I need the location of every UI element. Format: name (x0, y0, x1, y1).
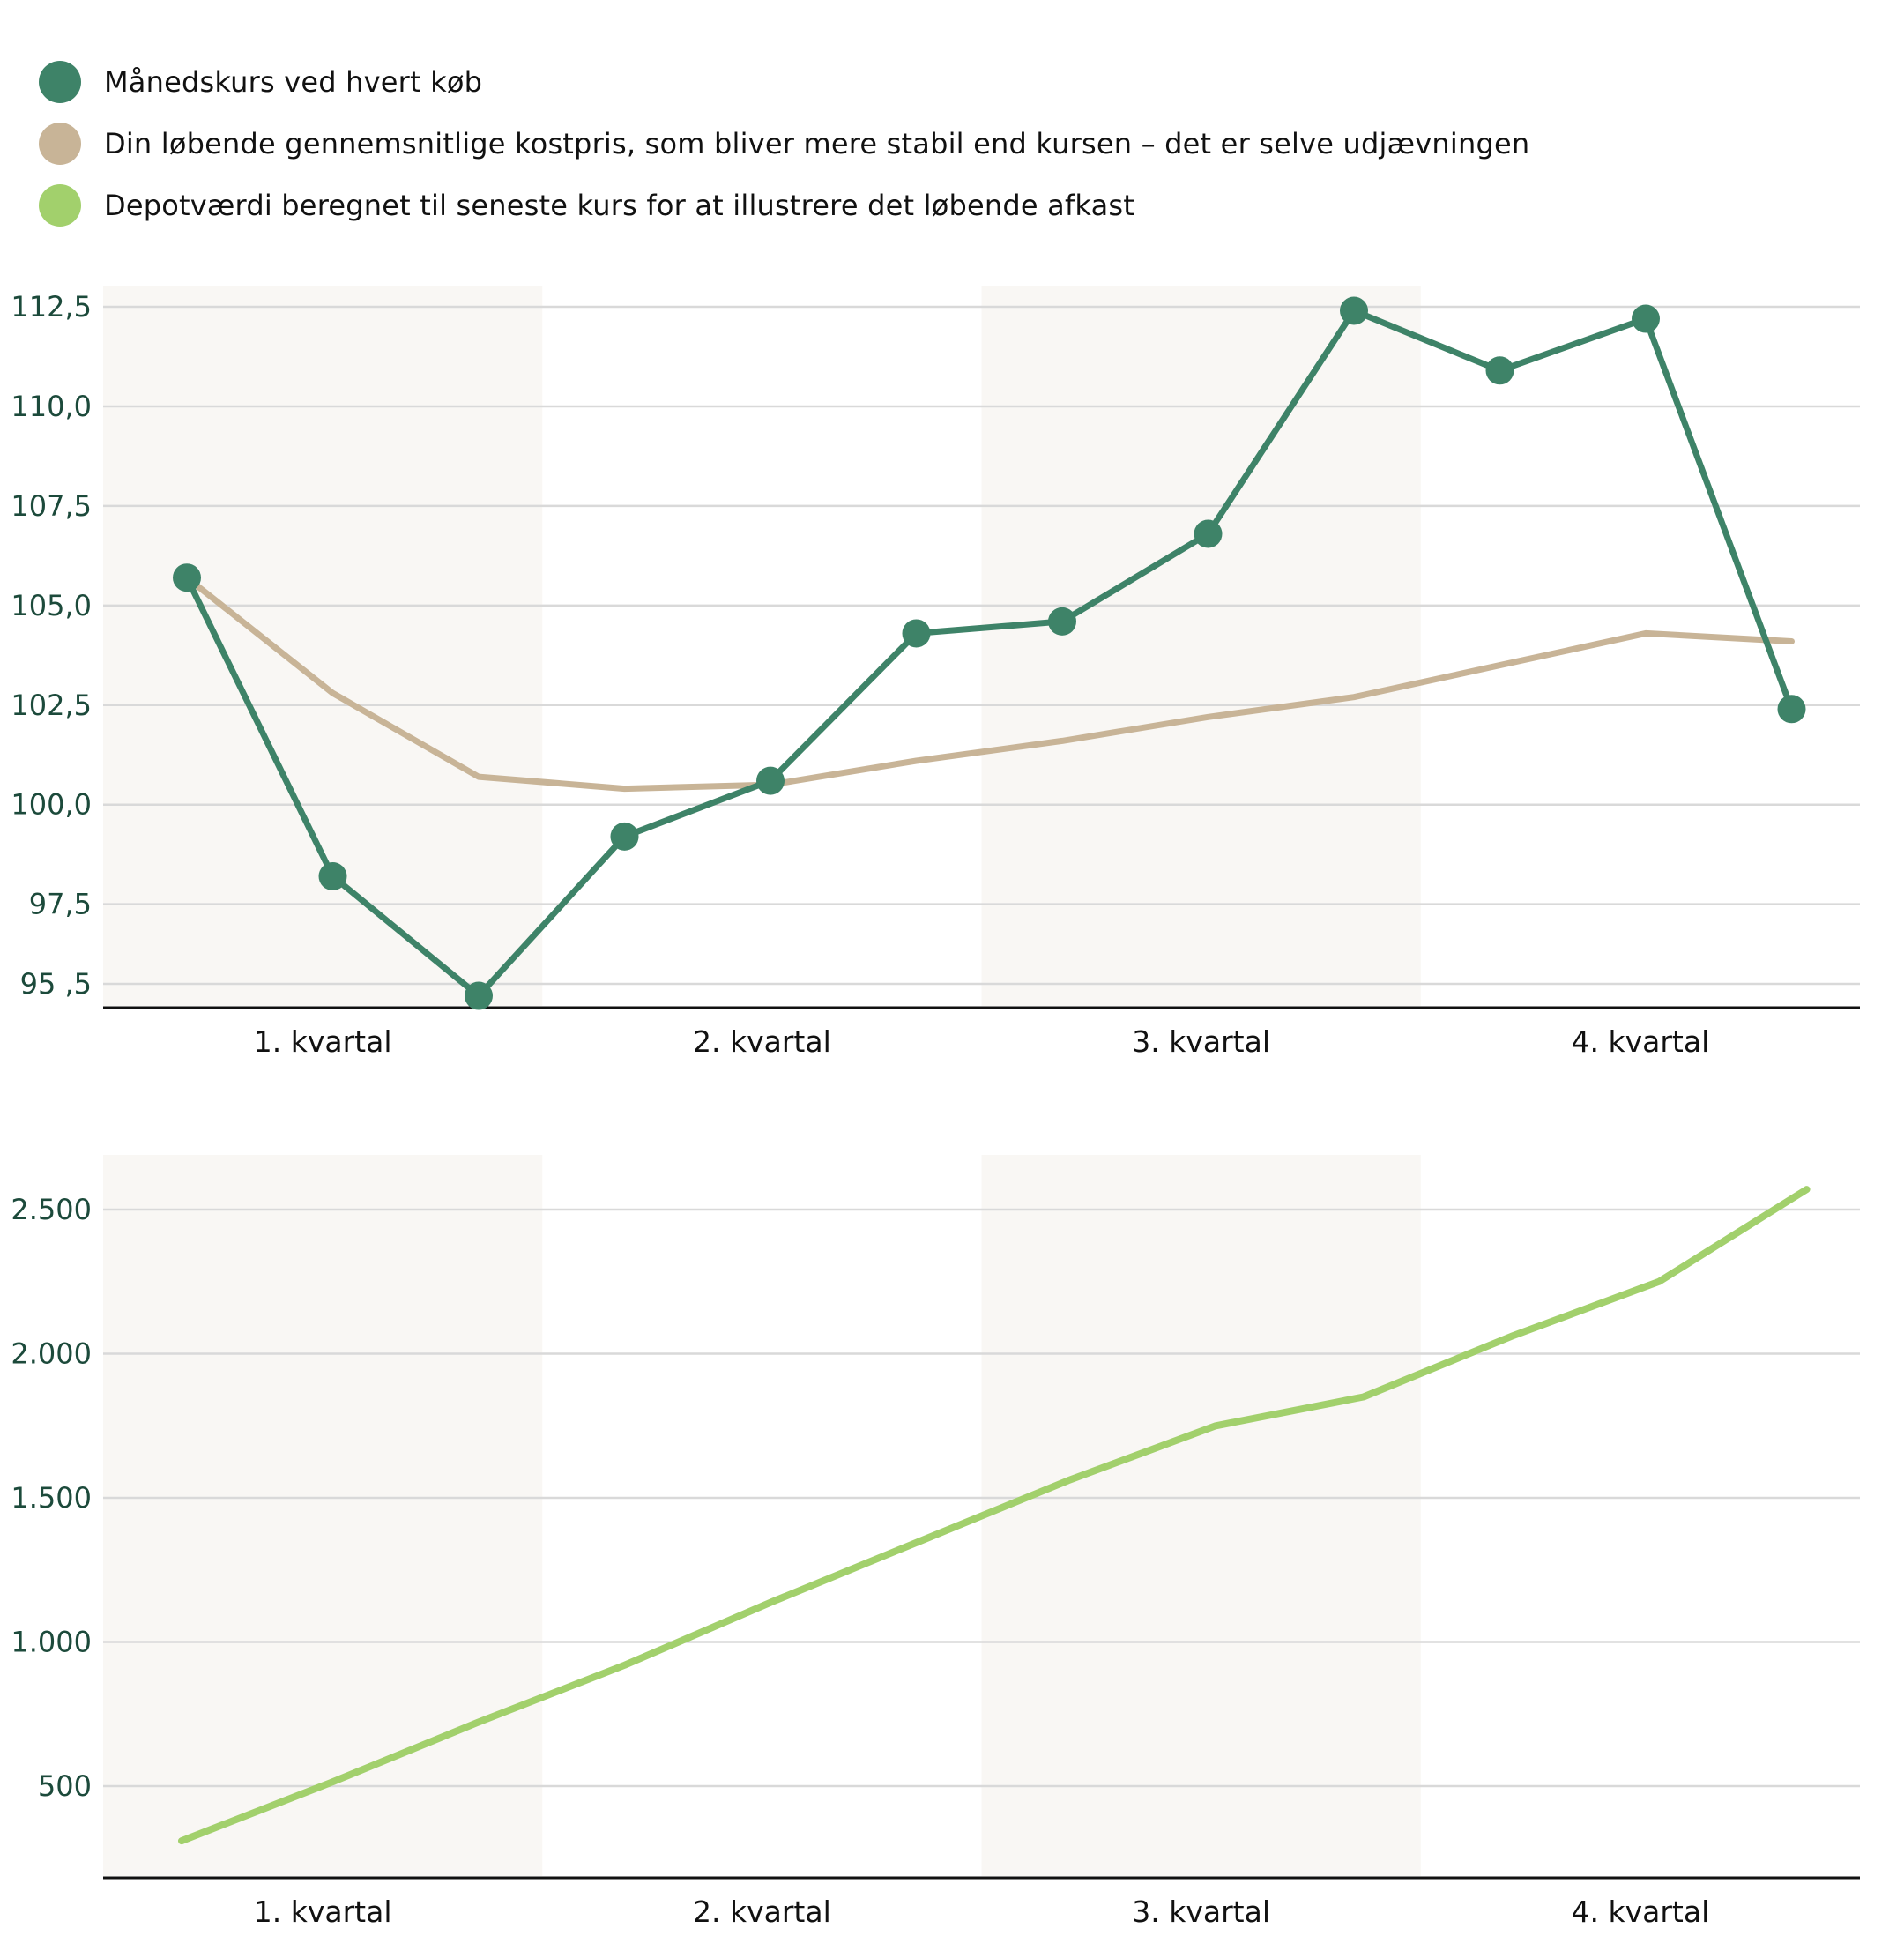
depot-x-tick-label: 2. kvartal (693, 1895, 831, 1929)
price-y-tick-label: 112,5 (11, 290, 92, 324)
price-data-point (465, 981, 493, 1010)
price-data-point (1777, 695, 1806, 724)
price-x-tick-label: 3. kvartal (1132, 1024, 1270, 1059)
legend: Månedskurs ved hvert køb Din løbende gen… (39, 51, 1529, 236)
depot-y-tick-label: 2.000 (11, 1337, 92, 1371)
price-data-point (1632, 304, 1660, 333)
price-data-point (1048, 607, 1076, 636)
depot-value-chart: 500 1.000 1.500 2.000 2.500 1. kvartal 2. kvar… (11, 1155, 1860, 1929)
legend-item-kostpris: Din løbende gennemsnitlige kostpris, som… (39, 113, 1529, 175)
legend-item-kurs: Månedskurs ved hvert køb (39, 51, 1529, 113)
legend-label-depot: Depotværdi beregnet til seneste kurs for… (104, 189, 1135, 222)
legend-item-depot: Depotværdi beregnet til seneste kurs for… (39, 175, 1529, 236)
legend-label-kostpris: Din løbende gennemsnitlige kostpris, som… (104, 127, 1530, 160)
price-data-point (1194, 519, 1223, 548)
price-data-point (173, 563, 201, 592)
price-data-point (756, 766, 785, 795)
depot-quarter-band (981, 1155, 1421, 1876)
legend-circle-icon (39, 123, 81, 165)
depot-x-tick-label: 1. kvartal (254, 1895, 392, 1929)
price-data-point (1485, 356, 1514, 385)
price-chart: 95 ,5 97,5 100,0 102,5 105,0 107,5 110,0 112,5 1… (11, 286, 1860, 1059)
price-x-tick-label: 4. kvartal (1572, 1024, 1710, 1059)
price-x-tick-label: 2. kvartal (693, 1024, 831, 1059)
price-quarter-band (981, 286, 1421, 1006)
legend-circle-icon (39, 61, 81, 103)
depot-x-tick-label: 4. kvartal (1572, 1895, 1710, 1929)
price-data-point (610, 822, 639, 851)
depot-y-tick-label: 500 (38, 1769, 92, 1803)
price-data-point (902, 619, 931, 648)
depot-y-tick-label: 1.500 (11, 1481, 92, 1515)
legend-circle-icon (39, 184, 81, 227)
depot-series-line (178, 1186, 1811, 1845)
price-y-tick-label: 107,5 (11, 489, 92, 523)
price-y-tick-label: 97,5 (29, 888, 92, 921)
depot-y-tick-label: 2.500 (11, 1193, 92, 1226)
price-data-point (318, 862, 347, 891)
price-y-tick-label: 110,0 (11, 390, 92, 423)
price-x-tick-label: 1. kvartal (254, 1024, 392, 1059)
price-data-point (1340, 296, 1368, 325)
depot-x-tick-label: 3. kvartal (1132, 1895, 1270, 1929)
price-y-tick-label: 100,0 (11, 788, 92, 822)
price-quarter-band (103, 286, 543, 1006)
legend-label-kurs: Månedskurs ved hvert køb (104, 65, 483, 99)
price-y-tick-label: 105,0 (11, 589, 92, 622)
depot-y-tick-label: 1.000 (11, 1626, 92, 1659)
price-series-line (183, 574, 1795, 793)
depot-quarter-band (103, 1155, 543, 1876)
price-y-tick-label: 95 ,5 (20, 967, 92, 1001)
price-y-tick-label: 102,5 (11, 689, 92, 722)
price-series-line (183, 308, 1795, 1000)
